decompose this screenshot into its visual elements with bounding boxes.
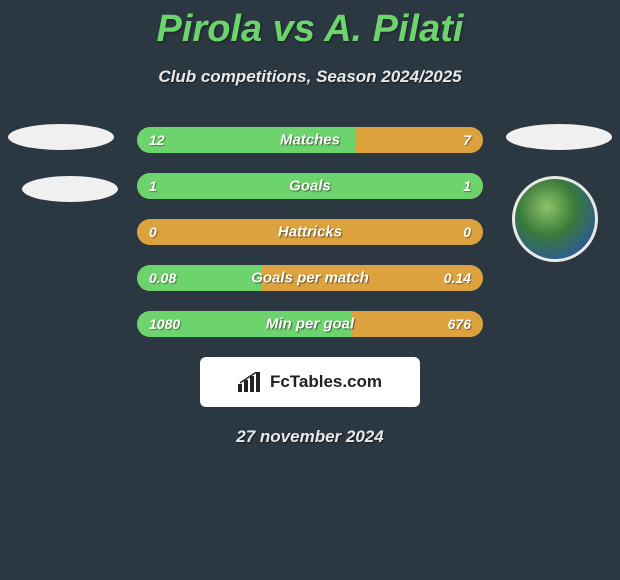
subtitle: Club competitions, Season 2024/2025: [0, 67, 620, 87]
stat-value-left: 0.08: [149, 270, 176, 286]
stat-value-right: 0.14: [444, 270, 471, 286]
stat-value-left: 0: [149, 224, 157, 240]
footer-text: FcTables.com: [270, 372, 382, 392]
bar-left: [137, 173, 310, 199]
footer-brand: FcTables.com: [200, 357, 420, 407]
stat-value-right: 7: [463, 132, 471, 148]
stat-label: Hattricks: [278, 224, 342, 241]
stat-value-left: 1080: [149, 316, 180, 332]
stat-row: 0 0 Hattricks: [137, 219, 483, 245]
stat-value-right: 1: [463, 178, 471, 194]
stat-label: Goals: [289, 178, 331, 195]
page-title: Pirola vs A. Pilati: [0, 0, 620, 51]
stat-label: Goals per match: [251, 270, 369, 287]
stat-row: 0.08 0.14 Goals per match: [137, 265, 483, 291]
stat-row: 1 1 Goals: [137, 173, 483, 199]
stat-label: Min per goal: [266, 316, 354, 333]
chart-icon: [238, 372, 264, 392]
stat-row: 1080 676 Min per goal: [137, 311, 483, 337]
stats-container: 12 7 Matches 1 1 Goals 0 0 Hattricks 0.08 0.14 Goal…: [0, 127, 620, 337]
bar-right: [310, 173, 483, 199]
stat-value-left: 12: [149, 132, 165, 148]
stat-value-left: 1: [149, 178, 157, 194]
stat-row: 12 7 Matches: [137, 127, 483, 153]
stat-value-right: 676: [448, 316, 471, 332]
date-text: 27 november 2024: [0, 427, 620, 447]
stat-label: Matches: [280, 132, 340, 149]
stat-value-right: 0: [463, 224, 471, 240]
